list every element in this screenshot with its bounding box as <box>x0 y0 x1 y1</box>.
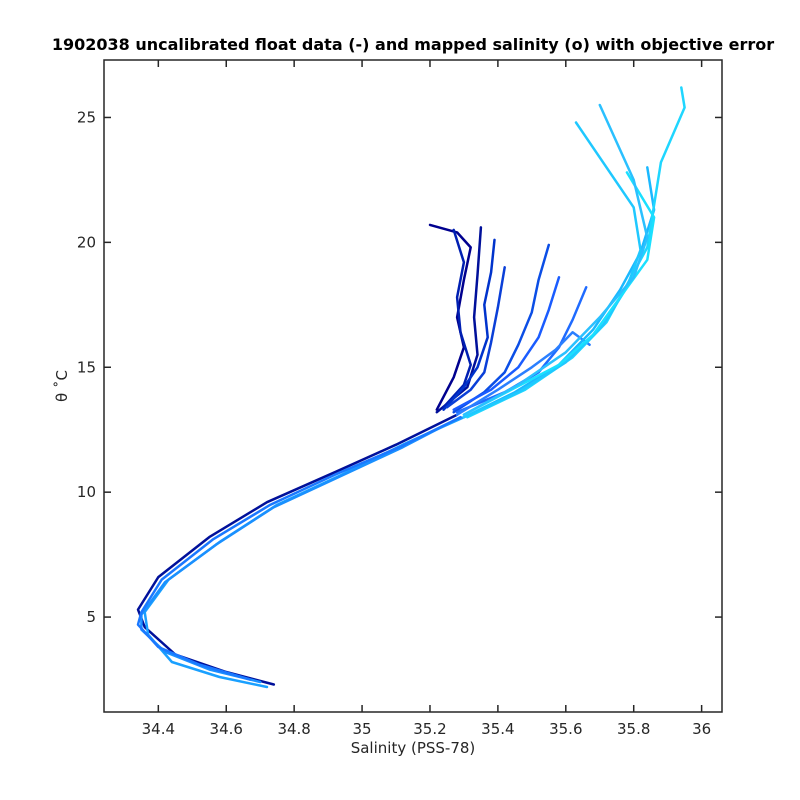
series-line-18 <box>136 415 462 681</box>
series-line-1 <box>136 413 459 686</box>
series-line-2 <box>435 226 483 414</box>
series-line-6 <box>445 266 506 409</box>
y-axis-label: θ ˚C <box>53 370 71 402</box>
series-line-12 <box>462 166 656 419</box>
series-line-5 <box>442 238 496 411</box>
series-line-3 <box>428 223 472 411</box>
tick-layer: 34.4 34.6 34.8 35 35.2 35.4 35.6 35.8 36 5 10 15 20 2… <box>77 60 722 738</box>
series-line-17 <box>140 415 462 684</box>
x-tick-label: 35.6 <box>549 720 582 738</box>
x-tick-label: 34.4 <box>142 720 175 738</box>
y-tick-label: 10 <box>77 483 96 501</box>
y-tick-label: 20 <box>77 233 96 251</box>
x-tick-label: 35.8 <box>617 720 650 738</box>
series-line-4 <box>442 228 472 409</box>
series-layer <box>136 86 686 689</box>
y-tick-label: 25 <box>77 108 96 126</box>
x-tick-label: 35 <box>353 720 372 738</box>
y-tick-label: 15 <box>77 358 96 376</box>
x-tick-label: 35.4 <box>481 720 514 738</box>
series-line-11 <box>143 415 466 689</box>
series-line-10 <box>455 331 591 416</box>
x-tick-label: 36 <box>692 720 711 738</box>
series-line-8 <box>452 276 561 411</box>
series-line-16 <box>462 103 649 416</box>
x-axis-label: Salinity (PSS-78) <box>351 739 476 757</box>
series-line-15 <box>462 171 656 416</box>
plot-frame <box>103 59 723 713</box>
x-tick-label: 34.8 <box>277 720 310 738</box>
y-tick-label: 5 <box>86 608 96 626</box>
chart-title: 1902038 uncalibrated float data (-) and … <box>52 35 774 54</box>
series-line-13 <box>466 86 686 419</box>
x-tick-label: 34.6 <box>210 720 243 738</box>
x-tick-label: 35.2 <box>413 720 446 738</box>
